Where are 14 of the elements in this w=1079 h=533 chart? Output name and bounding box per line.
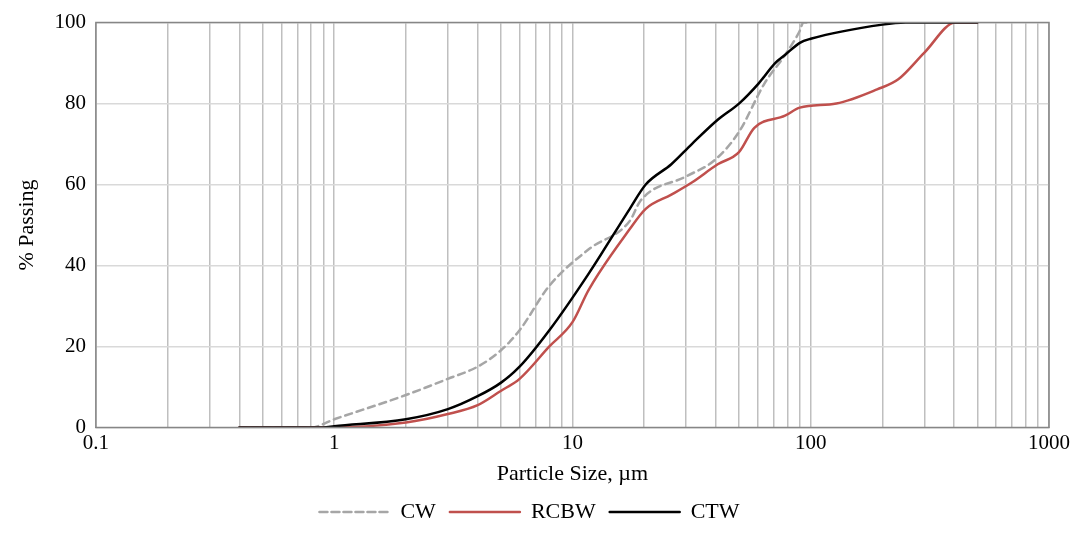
y-tick-label: 20 <box>64 332 86 357</box>
legend-label: CW <box>400 497 437 523</box>
x-tick-label: 100 <box>794 429 827 454</box>
x-axis-title: Particle Size, µm <box>496 459 649 485</box>
legend-label: RCBW <box>530 497 596 523</box>
y-axis-title: % Passing <box>12 179 38 271</box>
y-tick-label: 100 <box>54 9 86 34</box>
x-tick-label: 1 <box>328 429 340 454</box>
y-tick-label: 40 <box>64 252 86 276</box>
legend-label: CTW <box>690 497 740 523</box>
x-tick-label: 1000 <box>1028 429 1070 454</box>
y-tick-label: 60 <box>64 171 86 196</box>
x-tick-label: 10 <box>561 429 583 454</box>
y-tick-label: 80 <box>64 90 86 115</box>
